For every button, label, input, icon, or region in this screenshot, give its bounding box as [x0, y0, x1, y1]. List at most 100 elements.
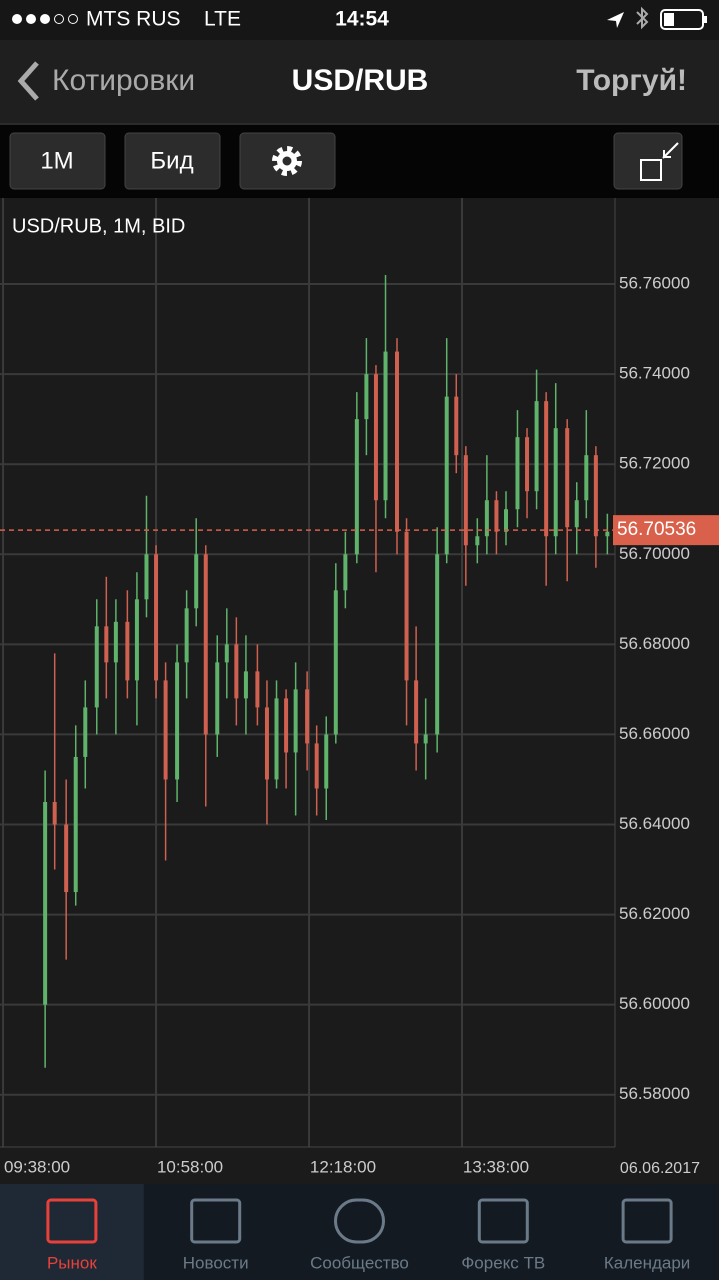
candle-body — [144, 554, 149, 600]
price-type-button[interactable] — [124, 132, 221, 190]
y-tick-label: 56.74000 — [619, 364, 690, 383]
candle-body — [484, 500, 489, 537]
y-tick-label: 56.66000 — [619, 724, 690, 743]
candle-body — [463, 455, 468, 546]
candle-body — [255, 671, 260, 708]
nav-bar — [0, 40, 719, 124]
candle-body — [534, 401, 539, 492]
candle-body — [503, 509, 508, 532]
fullscreen-icon — [640, 142, 679, 181]
candle-body — [305, 689, 310, 744]
back-button[interactable]: Котировки — [52, 64, 195, 97]
nav-title: USD/RUB — [292, 64, 429, 97]
candle-body — [494, 500, 499, 532]
candle-body — [423, 734, 428, 744]
y-tick-label: 56.68000 — [619, 634, 690, 653]
price-type-label[interactable]: Бид — [150, 147, 193, 174]
x-tick-label: 10:58:00 — [157, 1157, 223, 1176]
candle-body — [284, 698, 289, 753]
candle-body — [134, 599, 139, 681]
location-icon — [607, 12, 624, 28]
timeframe-label[interactable]: 1M — [40, 147, 73, 174]
candle-body — [154, 554, 159, 681]
x-tick-label: 12:18:00 — [310, 1157, 376, 1176]
candle-body — [574, 500, 579, 528]
candle-body — [314, 743, 319, 789]
network: LTE — [204, 8, 241, 31]
tab-label[interactable]: Новости — [183, 1253, 249, 1272]
candle-body — [293, 689, 298, 753]
candle-body — [264, 707, 269, 780]
tab-icon — [621, 1198, 673, 1244]
candle-body — [194, 554, 199, 609]
candle-body — [343, 554, 348, 591]
tab-label[interactable]: Форекс ТВ — [461, 1253, 545, 1272]
candle-body — [394, 351, 399, 532]
candle-body — [64, 824, 69, 893]
candle-body — [593, 455, 598, 537]
battery-level — [664, 13, 674, 26]
battery-tip — [704, 16, 707, 23]
tab-label[interactable]: Календари — [604, 1253, 690, 1272]
bluetooth-icon — [636, 6, 649, 30]
x-tick-label: 13:38:00 — [463, 1157, 529, 1176]
carrier: MTS RUS — [86, 8, 181, 31]
tab-label[interactable]: Сообщество — [310, 1253, 409, 1272]
candle-body — [113, 621, 118, 663]
candle-body — [43, 801, 48, 1005]
candle-body — [435, 554, 440, 735]
candle-body — [364, 374, 369, 420]
candle-body — [584, 455, 589, 501]
candle-body — [414, 680, 419, 744]
candle-body — [444, 396, 449, 555]
status-bar — [0, 0, 719, 40]
candle-body — [324, 734, 329, 789]
candle-body — [274, 698, 279, 780]
candle-body — [354, 419, 359, 555]
back-chevron[interactable] — [17, 61, 39, 101]
signal — [12, 14, 78, 24]
tab-label[interactable]: Рынок — [47, 1253, 97, 1272]
y-tick-label: 56.70000 — [619, 544, 690, 563]
toolbar — [0, 125, 719, 198]
candle-body — [553, 428, 558, 537]
trade-button[interactable]: Торгуй! — [576, 64, 687, 97]
candle-body — [243, 671, 248, 699]
y-tick-label: 56.76000 — [619, 274, 690, 293]
candle-body — [83, 707, 88, 757]
candle-body — [454, 396, 459, 456]
y-tick-label: 56.62000 — [619, 904, 690, 923]
candle-body — [73, 756, 78, 893]
y-tick-label: 56.64000 — [619, 814, 690, 833]
candle-body — [94, 626, 99, 708]
tab-icon — [477, 1198, 529, 1244]
chart-area — [0, 198, 719, 1184]
candle-body — [475, 536, 480, 546]
candle-body — [215, 662, 220, 735]
last-price-badge — [613, 515, 719, 546]
y-tick-label: 56.72000 — [619, 454, 690, 473]
timeframe-button[interactable] — [9, 132, 106, 190]
last-price-label: 56.70536 — [617, 519, 696, 540]
candle-body — [52, 801, 57, 825]
date-label: 06.06.2017 — [620, 1160, 700, 1177]
candle-body — [175, 662, 180, 780]
candle-body — [234, 644, 239, 699]
candle-body — [125, 621, 130, 681]
tab-icon — [334, 1198, 385, 1244]
candle-body — [224, 644, 229, 663]
tab-icon — [46, 1198, 98, 1244]
candle-body — [605, 531, 610, 537]
clock: 14:54 — [335, 8, 389, 31]
chart-title: USD/RUB, 1M, BID — [12, 215, 185, 237]
gear-icon — [272, 146, 302, 176]
tabs: Рынок Новости Сообщество Форекс ТВ Календари — [0, 1184, 690, 1280]
candle-body — [104, 626, 109, 663]
y-tick-label: 56.60000 — [619, 994, 690, 1013]
candle-body — [163, 680, 168, 780]
candle-body — [565, 428, 570, 528]
battery — [660, 9, 704, 30]
candle-body — [203, 554, 208, 735]
